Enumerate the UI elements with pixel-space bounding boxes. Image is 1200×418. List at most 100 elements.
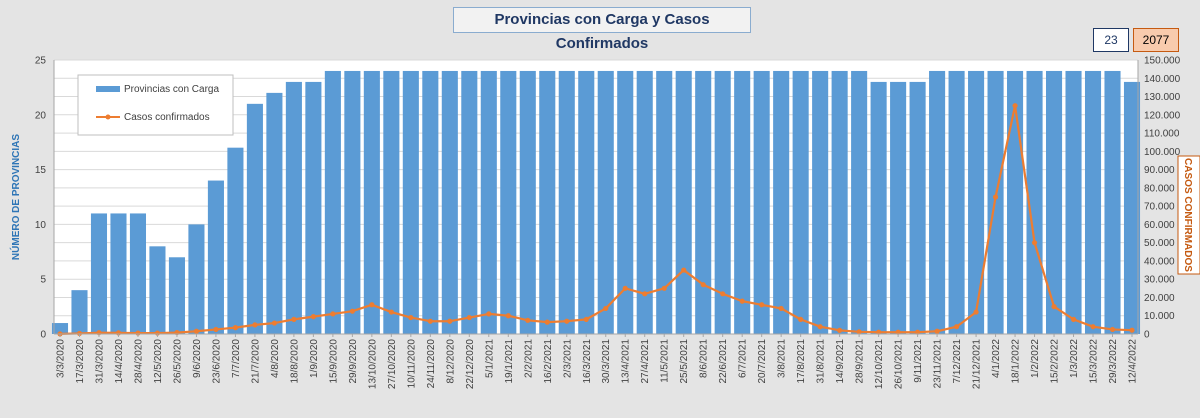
x-tick-label: 8/12/2020: [445, 339, 456, 384]
bar-provincias: [227, 147, 244, 334]
point-casos: [310, 314, 316, 320]
x-tick-label: 16/3/2021: [582, 339, 593, 384]
y-right-tick-label: 150.000: [1144, 56, 1181, 67]
bar-provincias: [1123, 81, 1141, 334]
point-casos: [759, 302, 765, 308]
bar-provincias: [773, 70, 790, 335]
point-casos: [973, 309, 979, 315]
point-casos: [798, 316, 804, 322]
y-right-tick-label: 10.000: [1144, 311, 1175, 322]
chart-title: Provincias con Carga y Casos Confirmados: [453, 7, 751, 52]
point-casos: [349, 308, 355, 314]
bar-provincias: [792, 70, 809, 335]
bar-provincias: [422, 70, 439, 335]
bar-provincias: [656, 70, 673, 335]
legend-line-marker: [105, 114, 111, 120]
point-casos: [193, 328, 200, 334]
x-tick-label: 13/4/2021: [621, 339, 632, 384]
bar-provincias: [402, 70, 419, 335]
kpi-provincias-box: 23: [1093, 28, 1129, 52]
bar-provincias: [1045, 70, 1063, 335]
point-casos: [486, 311, 492, 317]
point-casos: [1031, 240, 1038, 246]
legend-bar-swatch: [96, 86, 120, 92]
x-tick-label: 3/8/2021: [777, 339, 788, 378]
bar-provincias: [578, 70, 595, 335]
x-tick-label: 26/5/2020: [172, 339, 183, 384]
y-left-tick-label: 10: [35, 220, 47, 231]
point-casos: [856, 329, 862, 335]
x-tick-label: 15/2/2022: [1050, 339, 1061, 384]
bar-provincias: [71, 290, 88, 334]
bar-provincias: [461, 70, 478, 335]
x-tick-label: 3/3/2020: [56, 339, 67, 378]
x-tick-label: 15/3/2022: [1089, 339, 1100, 384]
y-right-tick-label: 0: [1144, 330, 1150, 341]
bar-provincias: [597, 70, 614, 335]
legend-label-provincias: Provincias con Carga: [124, 84, 219, 95]
x-tick-label: 1/3/2022: [1069, 339, 1080, 378]
bar-provincias: [51, 323, 69, 334]
point-casos: [291, 316, 297, 322]
bar-provincias: [617, 70, 634, 335]
x-tick-label: 28/4/2020: [133, 339, 144, 384]
bar-provincias: [1084, 70, 1102, 335]
y-right-tick-label: 40.000: [1144, 256, 1175, 267]
y-right-tick-label: 30.000: [1144, 275, 1175, 286]
x-tick-label: 29/9/2020: [348, 339, 359, 384]
x-tick-label: 12/10/2021: [874, 339, 885, 389]
x-tick-label: 22/6/2021: [718, 339, 729, 384]
bar-provincias: [324, 70, 341, 335]
point-casos: [642, 291, 648, 297]
point-casos: [544, 319, 550, 325]
x-tick-label: 16/2/2021: [543, 339, 554, 384]
y-left-tick-label: 5: [40, 275, 46, 286]
x-tick-label: 17/8/2021: [796, 339, 807, 384]
legend-box: [77, 74, 234, 136]
point-casos: [603, 305, 609, 312]
line-casos: [59, 104, 1133, 336]
y-left-tick-label: 20: [35, 110, 47, 121]
bar-provincias: [110, 213, 127, 334]
point-casos: [1070, 316, 1077, 322]
bar-provincias: [305, 81, 322, 334]
point-casos: [934, 328, 940, 334]
bar-provincias: [558, 70, 575, 335]
x-tick-label: 7/7/2020: [231, 339, 242, 378]
point-casos: [1109, 326, 1116, 333]
x-tick-label: 9/11/2021: [913, 339, 924, 383]
point-casos: [583, 316, 589, 322]
bar-provincias: [188, 224, 205, 334]
x-tick-label: 17/3/2020: [75, 339, 86, 384]
bar-provincias: [851, 70, 868, 335]
bar-provincias: [519, 70, 536, 335]
axes: 0 10.000 20.000 30.000 40.000 50.000 60.000 70.…: [35, 56, 1181, 390]
legend: Provincias con Carga Casos confirmados: [77, 74, 234, 136]
bar-provincias: [870, 81, 887, 334]
bar-provincias: [929, 70, 946, 335]
x-tick-label: 20/7/2021: [757, 339, 768, 384]
y-right-tick-label: 120.000: [1144, 110, 1181, 121]
y-right-tick-label: 50.000: [1144, 238, 1175, 249]
x-tick-label: 11/5/2021: [660, 339, 671, 383]
bar-provincias: [753, 70, 770, 335]
point-casos: [213, 326, 219, 333]
point-casos: [330, 311, 336, 317]
point-casos: [564, 318, 570, 324]
bar-series-provincias: [51, 70, 1141, 335]
point-casos: [1051, 304, 1057, 310]
bar-provincias: [500, 70, 517, 335]
x-tick-label: 4/1/2022: [991, 339, 1002, 378]
x-tick-label: 18/1/2022: [1011, 339, 1022, 384]
bar-provincias: [909, 81, 926, 334]
y-right-tick-label: 60.000: [1144, 220, 1175, 231]
x-tick-label: 13/10/2020: [367, 339, 378, 389]
x-tick-label: 1/2/2022: [1030, 339, 1041, 378]
x-tick-label: 19/1/2021: [504, 339, 515, 384]
x-tick-label: 5/1/2021: [484, 339, 495, 378]
point-casos: [739, 298, 745, 304]
x-tick-label: 21/7/2020: [250, 339, 261, 384]
x-tick-label: 15/9/2020: [328, 339, 339, 384]
y-right-tick-label: 130.000: [1144, 92, 1181, 103]
